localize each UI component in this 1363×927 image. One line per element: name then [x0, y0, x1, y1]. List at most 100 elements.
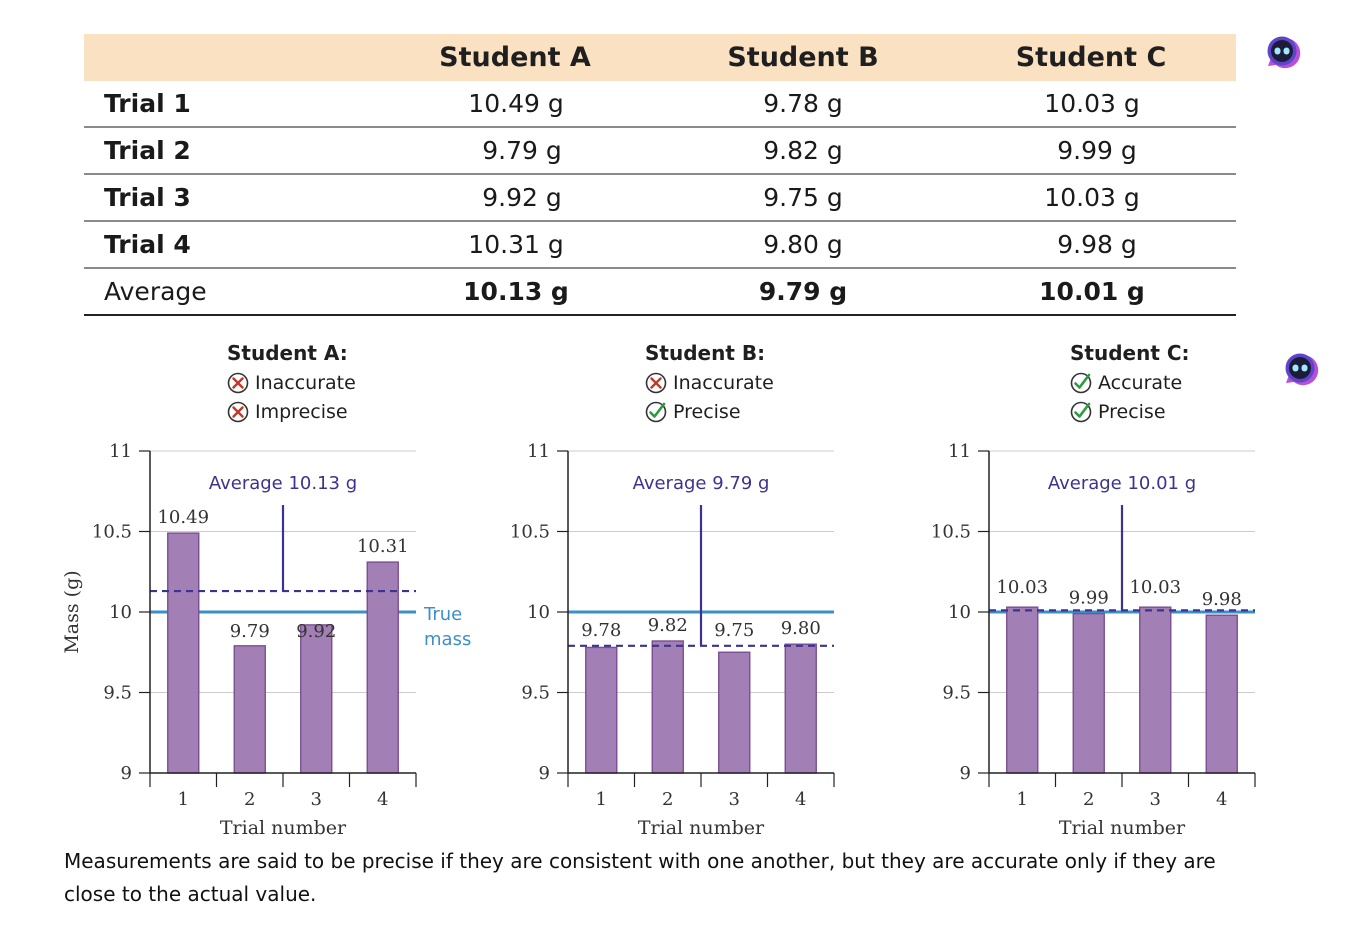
row-label: Trial 4 [104, 230, 191, 259]
bar [1205, 614, 1238, 774]
x-tick-label: 1 [596, 789, 607, 810]
y-tick-label: 10.5 [92, 522, 132, 543]
table-cell: 9.80 g [763, 230, 843, 259]
y-tick-label: 10.5 [510, 522, 550, 543]
data-label: 9.79 [230, 621, 270, 642]
verdict-text: Accurate [1098, 371, 1183, 394]
table-cell: 10.13 g [463, 277, 569, 306]
x-axis-label: Trial number [1059, 817, 1186, 839]
verdict-student-c: Student C: Accurate Precise [1070, 339, 1190, 426]
x-tick-label: 3 [311, 789, 322, 810]
data-label: 9.99 [1069, 588, 1109, 609]
y-tick-label: 10 [527, 602, 550, 623]
table-cell: 9.79 g [758, 277, 848, 306]
y-tick-label: 9 [539, 763, 550, 784]
column-header-student-c: Student C [1015, 42, 1167, 73]
data-label: 10.03 [996, 577, 1048, 598]
table-cell: 9.78 g [763, 89, 843, 118]
x-tick-label: 4 [795, 789, 806, 810]
table-header: Student A Student B Student C [84, 34, 1236, 81]
row-label: Trial 3 [104, 183, 191, 212]
column-header-student-a: Student A [439, 42, 591, 73]
measurements-table: Student A Student B Student C Trial 1 10… [84, 34, 1236, 316]
table-row: Trial 3 9.92 g 9.75 g 10.03 g [84, 175, 1236, 222]
bar [233, 645, 266, 774]
table-cell: 10.01 g [1039, 277, 1145, 306]
y-tick-label: 9.5 [521, 683, 550, 704]
table-row: Trial 4 10.31 g 9.80 g 9.98 g [84, 222, 1236, 269]
average-label: Average 10.01 g [1048, 473, 1196, 494]
verdict-text: Inaccurate [673, 371, 774, 394]
data-label: 9.78 [581, 620, 621, 641]
assistant-bot-icon[interactable] [1280, 349, 1320, 389]
y-tick-label: 10 [948, 602, 971, 623]
column-header-student-b: Student B [727, 42, 879, 73]
x-tick-label: 2 [662, 789, 673, 810]
table-cell: 9.79 g [482, 136, 562, 165]
true-mass-label: True [423, 604, 462, 625]
verdict-student-b: Student B: Inaccurate Precise [645, 339, 774, 426]
x-tick-label: 2 [244, 789, 255, 810]
table-cell: 9.82 g [763, 136, 843, 165]
bar [1139, 606, 1172, 774]
table-row: Trial 1 10.49 g 9.78 g 10.03 g [84, 81, 1236, 128]
data-label: 10.03 [1129, 577, 1181, 598]
data-label: 10.49 [157, 507, 209, 528]
verdict-item: Precise [645, 397, 774, 426]
verdict-title: Student C: [1070, 341, 1190, 365]
verdict-item: Precise [1070, 397, 1190, 426]
y-tick-label: 11 [948, 441, 971, 462]
y-tick-label: 10 [109, 602, 132, 623]
data-label: 9.75 [714, 620, 754, 641]
verdict-text: Imprecise [255, 400, 348, 423]
verdict-text: Precise [1098, 400, 1166, 423]
x-tick-label: 4 [1216, 789, 1227, 810]
verdict-item: Inaccurate [645, 368, 774, 397]
data-label: 9.80 [781, 618, 821, 639]
table-cell: 10.03 g [1044, 183, 1140, 212]
row-label: Trial 1 [104, 89, 191, 118]
x-tick-label: 1 [178, 789, 189, 810]
table-cell: 9.92 g [482, 183, 562, 212]
bar [167, 532, 200, 774]
data-label: 9.82 [648, 615, 688, 636]
check-circle-icon [1070, 372, 1092, 393]
row-label: Trial 2 [104, 136, 191, 165]
table-cell: 10.31 g [468, 230, 564, 259]
data-label: 9.92 [296, 621, 336, 642]
y-axis-label: Mass (g) [61, 570, 83, 653]
x-circle-icon [645, 372, 667, 393]
table-cell: 10.49 g [468, 89, 564, 118]
x-tick-label: 4 [377, 789, 388, 810]
verdict-text: Inaccurate [255, 371, 356, 394]
verdict-item: Imprecise [227, 397, 356, 426]
bar [300, 624, 333, 774]
table-row-average: Average 10.13 g 9.79 g 10.01 g [84, 269, 1236, 316]
figure-caption: Measurements are said to be precise if t… [64, 849, 1216, 906]
row-label: Average [104, 277, 207, 306]
verdict-student-a: Student A: Inaccurate Imprecise [227, 339, 356, 426]
verdict-text: Precise [673, 400, 741, 423]
x-circle-icon [227, 401, 249, 422]
table-cell: 9.75 g [763, 183, 843, 212]
bar [651, 640, 684, 774]
table-cell: 9.98 g [1057, 230, 1137, 259]
y-tick-label: 10.5 [931, 522, 971, 543]
x-circle-icon [227, 372, 249, 393]
y-tick-label: 9.5 [103, 683, 132, 704]
y-tick-label: 9 [960, 763, 971, 784]
y-tick-label: 11 [109, 441, 132, 462]
check-circle-icon [645, 401, 667, 422]
bar [1072, 612, 1105, 774]
verdict-item: Accurate [1070, 368, 1190, 397]
bar [366, 561, 399, 774]
y-tick-label: 11 [527, 441, 550, 462]
table-row: Trial 2 9.79 g 9.82 g 9.99 g [84, 128, 1236, 175]
y-tick-label: 9 [121, 763, 132, 784]
assistant-bot-icon[interactable] [1262, 32, 1302, 72]
verdict-item: Inaccurate [227, 368, 356, 397]
x-axis-label: Trial number [638, 817, 765, 839]
average-label: Average 9.79 g [633, 473, 770, 494]
table-cell: 9.99 g [1057, 136, 1137, 165]
